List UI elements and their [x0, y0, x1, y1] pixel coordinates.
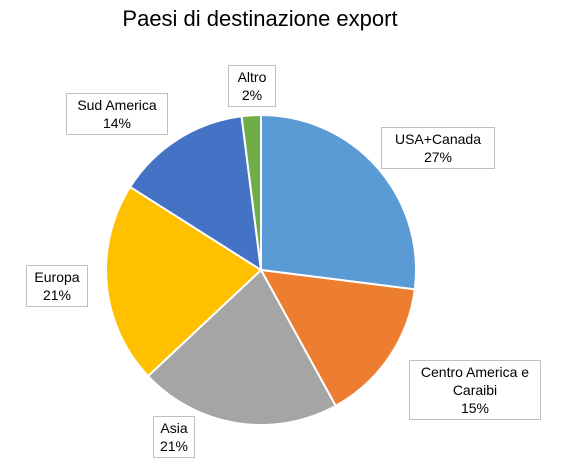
data-label-centro-america-name-line1: Centro America e	[420, 364, 530, 380]
data-label-europa-name: Europa	[34, 269, 80, 285]
data-label-altro-percent: 2%	[241, 87, 263, 103]
data-label-centro-america: Centro America e Caraibi 15%	[409, 360, 541, 420]
data-label-centro-america-name-line2: Caraibi	[452, 382, 498, 398]
pie-slice-centro-america-e-caraibi	[259, 268, 416, 408]
data-label-sud-america-percent: 14%	[102, 115, 132, 131]
pie-slice-asia	[146, 268, 338, 426]
data-label-asia-percent: 21%	[159, 438, 189, 454]
data-label-centro-america-percent: 15%	[460, 400, 490, 416]
pie-slice-altro	[240, 113, 262, 271]
data-label-usa-canada-percent: 27%	[423, 149, 453, 165]
data-label-europa-percent: 21%	[42, 287, 72, 303]
data-label-altro-name: Altro	[237, 69, 267, 85]
data-label-usa-canada: USA+Canada 27%	[381, 127, 495, 169]
pie-slice-sud-america	[128, 115, 263, 272]
data-label-europa: Europa 21%	[26, 265, 88, 307]
pie-slice-usa-canada	[260, 113, 417, 291]
data-label-altro: Altro 2%	[228, 65, 276, 107]
data-label-asia-name: Asia	[160, 420, 188, 436]
chart-title: Paesi di destinazione export	[122, 6, 398, 31]
data-label-asia: Asia 21%	[153, 416, 195, 458]
data-label-sud-america: Sud America 14%	[66, 93, 168, 135]
pie-slice-europa	[105, 185, 263, 378]
data-label-sud-america-name: Sud America	[77, 97, 157, 113]
data-label-usa-canada-name: USA+Canada	[394, 131, 481, 147]
